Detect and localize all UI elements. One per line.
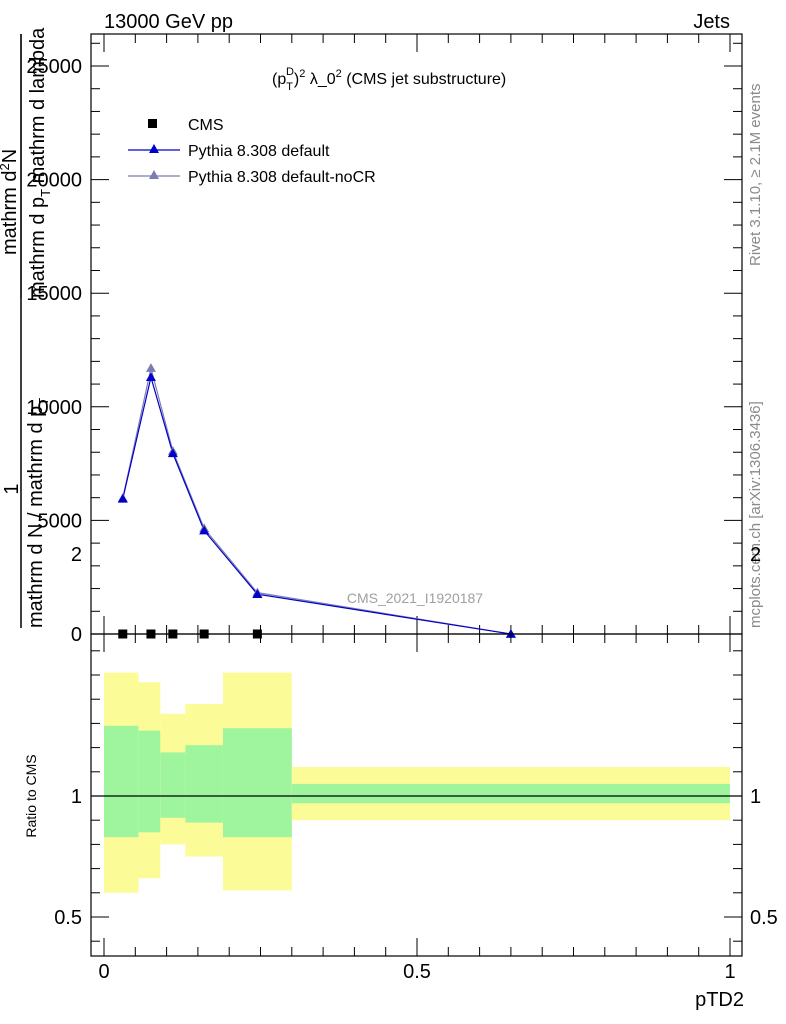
ratio-ytick-label-right: 1	[750, 786, 761, 808]
series-point-1	[199, 525, 210, 535]
ratio-inner-band-3	[185, 745, 223, 823]
series-point-1	[117, 493, 128, 503]
main-plot: 0 5000 10000 15000 20000 25000	[26, 33, 743, 646]
title-sup-2b: 2	[336, 68, 342, 80]
title-lambda: λ_0	[310, 71, 336, 88]
ratio-inner-band-2	[160, 752, 186, 818]
ratio-ytick-label-right: 0.5	[750, 907, 778, 929]
main-ytick-label: 10000	[26, 397, 82, 419]
plot-title: (pTD)2 λ_02 (CMS jet substructure)	[272, 66, 506, 93]
legend: CMS Pythia 8.308 default Pythia 8.308 de…	[128, 117, 376, 186]
main-ytick-label: 0	[71, 624, 82, 646]
legend-default-marker	[149, 144, 159, 153]
ylabel-num-den-rest: mathrm d lambda	[27, 27, 49, 189]
series-point-1	[167, 448, 178, 458]
legend-label-default: Pythia 8.308 default	[188, 143, 330, 160]
ratio-xtick-label: 1	[724, 961, 735, 983]
series-point-1	[505, 629, 516, 638]
rivet-label: Rivet 3.1.10, ≥ 2.1M events	[747, 84, 764, 267]
series-point-2	[145, 363, 156, 372]
title-p: p	[277, 71, 286, 88]
series-point-1	[252, 589, 263, 598]
ylabel-num-den-d: mathrm d p	[27, 197, 49, 298]
ratio-xtick-label: 0.5	[403, 961, 431, 983]
y-axis-label: 1 mathrm d N / mathrm d pT mathrm d2N ma…	[0, 27, 53, 628]
ratio-ytick-label: 2	[71, 544, 82, 566]
ylabel-num-den-sub: T	[38, 189, 53, 197]
series-line-1	[122, 374, 511, 635]
header-left: 13000 GeV pp	[104, 11, 233, 33]
main-ytick-label: 25000	[26, 56, 82, 78]
ylabel-den-text: mathrm d N / mathrm d p	[25, 406, 47, 628]
x-axis-label: pTD2	[695, 989, 744, 1011]
title-sup-2: 2	[299, 68, 305, 80]
legend-label-nocr: Pythia 8.308 default-noCR	[188, 169, 376, 186]
title-sub-t: T	[286, 81, 293, 93]
ratio-ytick-label: 0.5	[54, 907, 82, 929]
ratio-inner-band-5	[291, 783, 730, 804]
ylabel-num-n: N	[0, 149, 21, 163]
ratio-inner-band-1	[138, 730, 161, 833]
ratio-ytick-label: 1	[71, 786, 82, 808]
series-point-1	[145, 372, 156, 382]
series-line-2	[122, 368, 511, 635]
legend-nocr-marker	[149, 170, 159, 179]
main-ytick-label: 15000	[26, 283, 82, 305]
ylabel-one: 1	[1, 483, 23, 494]
ratio-inner-band-0	[104, 725, 139, 838]
ratio-plot: 0 0.5 1 0.5 0.5 1 1 2 2	[54, 544, 778, 983]
header-right: Jets	[693, 11, 730, 33]
ratio-ytick-label-right: 2	[750, 544, 761, 566]
title-sup-d: D	[286, 66, 294, 78]
ylabel-den-sub: T	[36, 398, 51, 406]
watermark: CMS_2021_I1920187	[347, 590, 483, 606]
main-ytick-label: 20000	[26, 170, 82, 192]
title-tail: (CMS jet substructure)	[346, 71, 506, 88]
ylabel-num-d: mathrm d	[0, 171, 21, 255]
ylabel-num: mathrm d2N	[0, 149, 21, 255]
mcplots-label: mcplots.cern.ch [arXiv:1306.3436]	[747, 401, 764, 628]
ylabel-num-den: mathrm d pT mathrm d lambda	[27, 27, 53, 298]
main-ytick-label: 5000	[38, 510, 83, 532]
ratio-ylabel: Ratio to CMS	[23, 754, 39, 837]
ylabel-den: mathrm d N / mathrm d pT	[25, 398, 51, 628]
ratio-xtick-label: 0	[98, 961, 109, 983]
legend-label-cms: CMS	[188, 117, 224, 134]
ylabel-num-sup: 2	[0, 163, 12, 170]
ratio-inner-band-4	[222, 728, 292, 838]
legend-cms-marker	[148, 119, 157, 128]
